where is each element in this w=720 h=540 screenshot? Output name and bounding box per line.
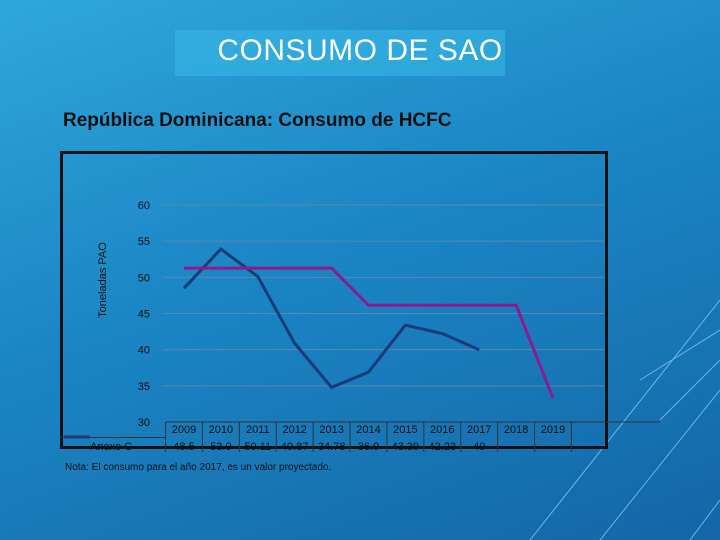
decor-line (639, 329, 720, 381)
x-tick-label: 2014 (356, 424, 380, 436)
data-label: 43.39 (392, 441, 420, 453)
x-tick-label: 2019 (541, 424, 565, 436)
series-line-baseline (184, 266, 555, 399)
y-tick-label: 60 (138, 200, 150, 212)
decor-line (659, 359, 720, 421)
y-tick-label: 55 (138, 236, 150, 248)
y-tick-label: 45 (138, 309, 150, 321)
x-tick-label: 2017 (467, 424, 491, 436)
chart-title: República Dominicana: Consumo de HCFC (63, 110, 452, 131)
data-label: 36.9 (358, 441, 379, 453)
x-tick-label: 2016 (430, 424, 454, 436)
x-tick-label: 2013 (319, 424, 343, 436)
x-tick-label: 2011 (246, 424, 270, 436)
y-axis-label: Toneladas PAO (97, 242, 109, 318)
y-tick-label: 40 (138, 345, 150, 357)
legend-label: Anexo C (90, 441, 132, 453)
title-highlight (175, 30, 505, 76)
slide-title: CONSUMO DE SAO (217, 34, 503, 67)
data-label: 34.78 (318, 441, 346, 453)
chart-frame (60, 151, 608, 449)
footnote: Nota: El consumo para el año 2017, es un… (65, 462, 332, 473)
x-tick-label: 2015 (393, 424, 417, 436)
decor-line (599, 389, 720, 540)
data-label: 48.5 (173, 441, 194, 453)
y-tick-label: 35 (138, 381, 150, 393)
data-label: 40.87 (281, 441, 309, 453)
data-label: 53.9 (210, 441, 231, 453)
y-tick-label: 30 (138, 417, 150, 429)
decor-line (689, 499, 720, 540)
data-label: 42.23 (429, 441, 457, 453)
y-tick-label: 50 (138, 272, 150, 284)
x-tick-label: 2018 (504, 424, 528, 436)
decor-line (529, 299, 720, 540)
data-label: 40 (473, 441, 485, 453)
x-tick-label: 2009 (172, 424, 196, 436)
x-tick-label: 2010 (209, 424, 233, 436)
x-tick-label: 2012 (282, 424, 306, 436)
data-label: 50.11 (244, 441, 271, 453)
series-line-anexo-c (182, 247, 480, 390)
